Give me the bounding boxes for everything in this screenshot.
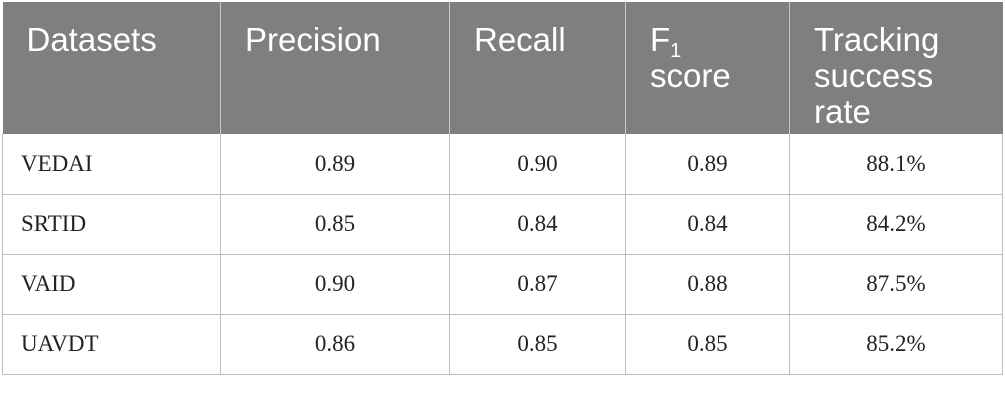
cell-tracking: 87.5% [789,254,1003,315]
cell-tracking: 88.1% [789,134,1003,195]
cell-f1: 0.88 [625,254,790,315]
table-row: VAID 0.90 0.87 0.88 87.5% [2,254,1003,315]
header-row: Datasets Precision Recall F1 score Tracki… [2,2,1003,134]
header-f1-score: F1 score [625,2,790,134]
header-precision: Precision [220,2,450,134]
table-row: VEDAI 0.89 0.90 0.89 88.1% [2,134,1003,195]
cell-dataset: UAVDT [2,314,221,375]
cell-precision: 0.90 [220,254,450,315]
header-f1-rest: score [650,57,731,94]
header-tracking-line1: Tracking [814,21,940,58]
table-body: VEDAI 0.89 0.90 0.89 88.1% SRTID 0.85 0.… [2,134,1003,375]
header-recall-label: Recall [474,21,566,58]
cell-f1: 0.85 [625,314,790,375]
cell-dataset: SRTID [2,194,221,255]
cell-precision: 0.89 [220,134,450,195]
table-row: SRTID 0.85 0.84 0.84 84.2% [2,194,1003,255]
cell-precision: 0.86 [220,314,450,375]
header-datasets-label: Datasets [26,21,157,58]
table-header: Datasets Precision Recall F1 score Tracki… [2,2,1003,134]
header-recall: Recall [449,2,626,134]
cell-tracking: 84.2% [789,194,1003,255]
cell-tracking: 85.2% [789,314,1003,375]
cell-dataset: VEDAI [2,134,221,195]
header-datasets: Datasets [2,2,221,134]
results-table-container: Datasets Precision Recall F1 score Tracki… [2,2,1003,375]
header-f1-subscript: 1 [670,40,682,62]
cell-recall: 0.85 [449,314,626,375]
header-tracking-line3: rate [814,93,871,130]
header-tracking-success-rate: Tracking success rate [789,2,1003,134]
cell-f1: 0.84 [625,194,790,255]
header-f1-base: F [650,21,671,58]
cell-dataset: VAID [2,254,221,315]
cell-recall: 0.84 [449,194,626,255]
table-row: UAVDT 0.86 0.85 0.85 85.2% [2,314,1003,375]
cell-recall: 0.87 [449,254,626,315]
header-precision-label: Precision [245,21,381,58]
results-table: Datasets Precision Recall F1 score Tracki… [2,2,1003,375]
cell-recall: 0.90 [449,134,626,195]
cell-precision: 0.85 [220,194,450,255]
cell-f1: 0.89 [625,134,790,195]
header-tracking-line2: success [814,57,934,94]
